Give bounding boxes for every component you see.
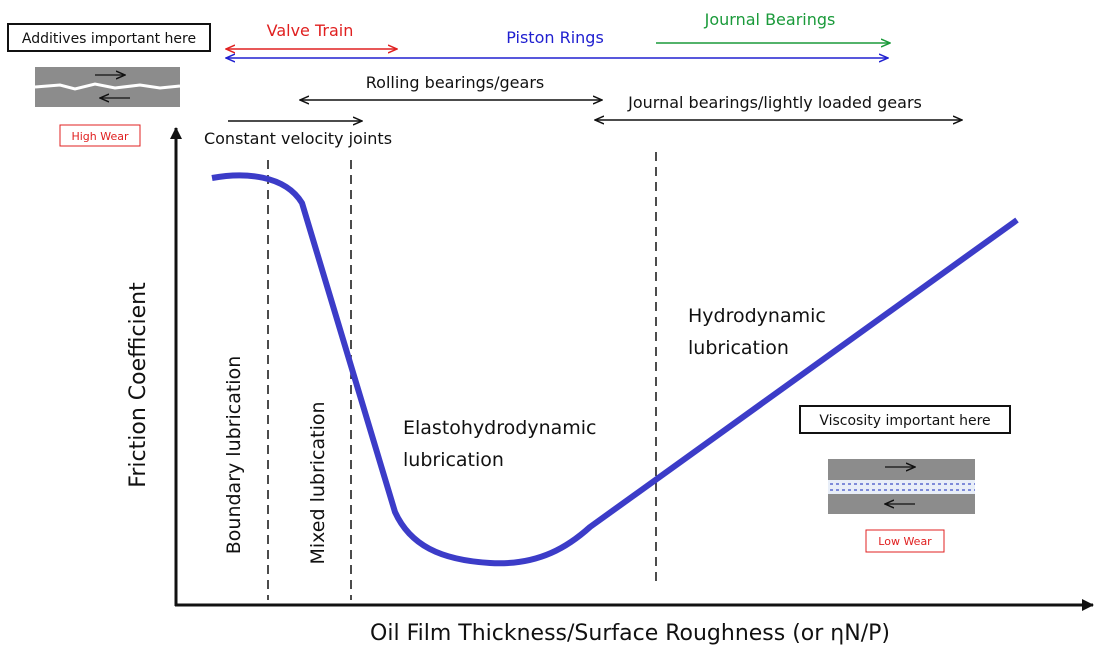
application-label: Valve Train bbox=[267, 21, 354, 40]
regime-label: lubrication bbox=[403, 449, 504, 471]
regime-label: Mixed lubrication bbox=[307, 401, 329, 564]
application-label: Journal Bearings bbox=[704, 10, 836, 29]
wear-gap bbox=[34, 82, 181, 91]
regime-label: Boundary lubrication bbox=[223, 356, 245, 555]
wear-text: Low Wear bbox=[878, 535, 932, 548]
oil-film-texture bbox=[830, 483, 975, 491]
stribeck-curve bbox=[211, 172, 1019, 567]
wear-box bbox=[59, 124, 141, 147]
wear-text: High Wear bbox=[71, 130, 129, 143]
y-axis-label: Friction Coefficient bbox=[126, 282, 151, 488]
oil-film bbox=[828, 480, 975, 494]
regime-label: Hydrodynamic bbox=[688, 305, 826, 327]
application-label: Journal bearings/lightly loaded gears bbox=[627, 93, 922, 112]
note-text: Viscosity important here bbox=[819, 413, 990, 429]
application-label: Piston Rings bbox=[506, 28, 604, 47]
note-box bbox=[7, 23, 211, 52]
wear-box bbox=[865, 529, 945, 553]
application-label: Constant velocity joints bbox=[204, 129, 392, 148]
note-text: Additives important here bbox=[22, 31, 196, 47]
regime-label: lubrication bbox=[688, 337, 789, 359]
note-box bbox=[799, 405, 1011, 434]
application-label: Rolling bearings/gears bbox=[366, 73, 544, 92]
x-axis-label: Oil Film Thickness/Surface Roughness (or… bbox=[370, 621, 890, 646]
regime-label: Elastohydrodynamic bbox=[403, 417, 597, 439]
